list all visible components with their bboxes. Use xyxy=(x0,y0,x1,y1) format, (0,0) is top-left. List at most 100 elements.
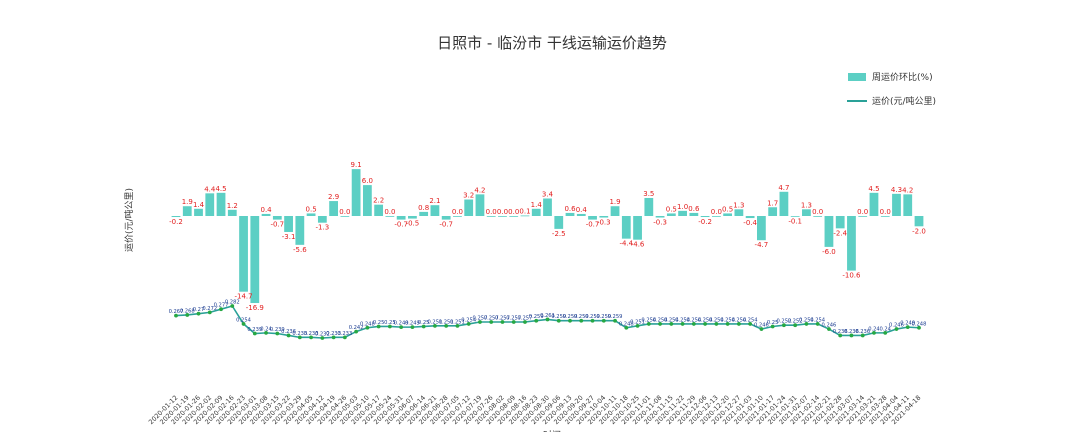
bar-value-label: 4.2 xyxy=(474,186,485,194)
bar-value-label: 0.4 xyxy=(576,206,588,214)
bar-value-label: -5.6 xyxy=(293,246,307,254)
bar xyxy=(644,197,654,216)
line-point xyxy=(410,325,415,330)
line-value-label: 0.251 xyxy=(450,319,465,325)
bar-value-label: 2.2 xyxy=(373,197,384,205)
line-value-label: 0.254 xyxy=(709,317,725,323)
line-point xyxy=(872,330,876,335)
line-value-label: 0.233 xyxy=(304,331,319,337)
line-series xyxy=(174,304,921,340)
bar xyxy=(914,216,924,227)
line-value-label: 0.246 xyxy=(889,323,904,329)
bar xyxy=(903,194,913,216)
line-point xyxy=(320,336,325,340)
line-value-label: 0.259 xyxy=(608,314,623,320)
bar xyxy=(329,201,338,216)
bar-value-label: 1.4 xyxy=(531,201,543,209)
bar xyxy=(689,212,699,216)
bar-value-label: 4.4 xyxy=(204,185,216,193)
line-value-label: 0.267 xyxy=(169,309,184,315)
line-value-label: 0.252 xyxy=(788,319,803,325)
bar xyxy=(678,210,687,216)
bar xyxy=(250,216,260,304)
bar-value-label: -0.7 xyxy=(439,221,453,229)
y-axis-label: 运价(元/吨公里) xyxy=(123,188,135,252)
line-value-label: 0.259 xyxy=(596,314,611,320)
bar xyxy=(813,216,823,217)
line-point xyxy=(579,318,584,323)
line-point xyxy=(331,335,336,340)
line-point xyxy=(185,313,190,317)
line-value-label: 0.254 xyxy=(799,317,815,323)
bar-value-label: 6.0 xyxy=(362,177,373,185)
bar xyxy=(858,216,868,217)
bar-value-label: 0.0 xyxy=(508,208,519,216)
line-point xyxy=(601,318,606,323)
bar xyxy=(239,216,248,292)
line-point xyxy=(714,322,719,326)
bar-value-label: 1.4 xyxy=(193,201,205,209)
line-value-label: 0.259 xyxy=(574,314,589,320)
line-value-label: 0.254 xyxy=(641,317,657,323)
bar-value-label: -0.3 xyxy=(597,219,611,227)
line-point xyxy=(658,322,662,326)
line-point xyxy=(680,322,685,326)
bar-value-label: -1.3 xyxy=(316,224,330,232)
bar xyxy=(869,192,879,216)
line-value-label: 0.25 xyxy=(384,320,396,326)
line-point xyxy=(196,311,201,316)
line-value-label: 0.257 xyxy=(484,316,499,322)
x-tick-labels: 2020-01-122020-01-192020-01-262020-02-02… xyxy=(147,394,922,426)
line-value-label: 0.251 xyxy=(439,319,454,325)
line-point xyxy=(703,322,708,326)
line-value-label: 0.254 xyxy=(810,317,826,323)
bar-value-label: 0.1 xyxy=(519,207,530,215)
line-point xyxy=(691,322,696,326)
line-point xyxy=(860,333,865,338)
line-value-label: 0.277 xyxy=(214,303,229,309)
bar-value-label: 0.0 xyxy=(384,208,395,216)
bar xyxy=(317,216,327,223)
legend: 周运价环比(%) 运价(元/吨公里) xyxy=(847,71,936,107)
bar xyxy=(711,216,721,217)
bar xyxy=(599,216,609,218)
bar-value-label: -0.2 xyxy=(169,218,183,226)
bar xyxy=(171,216,181,218)
legend-bar-swatch xyxy=(848,73,866,81)
line-value-label: 0.249 xyxy=(900,321,915,327)
bar xyxy=(306,213,316,216)
line-value-label: 0.257 xyxy=(518,316,533,322)
line-value-label: 0.254 xyxy=(720,317,736,323)
bar-value-label: 0.6 xyxy=(688,205,700,213)
bar xyxy=(633,216,642,240)
bar xyxy=(768,207,778,216)
line-value-label: 0.248 xyxy=(619,321,634,327)
line-point xyxy=(511,320,516,324)
line-point xyxy=(252,331,257,336)
line-point xyxy=(725,322,730,326)
line-point xyxy=(275,331,280,336)
bar-value-label: -2.5 xyxy=(552,230,566,238)
line-value-label: 0.239 xyxy=(247,327,262,333)
line-point xyxy=(905,325,910,330)
bar xyxy=(779,191,789,216)
bar xyxy=(757,216,766,241)
bar-value-label: 1.2 xyxy=(227,202,238,210)
bar-value-label: 0.0 xyxy=(339,208,350,216)
bar xyxy=(621,216,631,239)
line-value-label: 0.239 xyxy=(270,327,285,333)
bar xyxy=(666,213,676,216)
bar-value-label: 0.0 xyxy=(711,208,722,216)
line-value-label: 0.236 xyxy=(855,329,870,335)
bar xyxy=(610,206,620,216)
line-value-label: 0.25 xyxy=(373,320,385,326)
bar-value-label: 4.3 xyxy=(891,186,902,194)
bar-value-label: 4.5 xyxy=(868,185,879,193)
bar-value-label: -14.7 xyxy=(234,293,252,301)
line-value-label: 0.254 xyxy=(698,317,714,323)
line-point xyxy=(669,322,674,326)
legend-bar-label: 周运价环比(%) xyxy=(872,71,933,83)
line-point xyxy=(748,322,753,326)
line-point xyxy=(759,327,764,331)
